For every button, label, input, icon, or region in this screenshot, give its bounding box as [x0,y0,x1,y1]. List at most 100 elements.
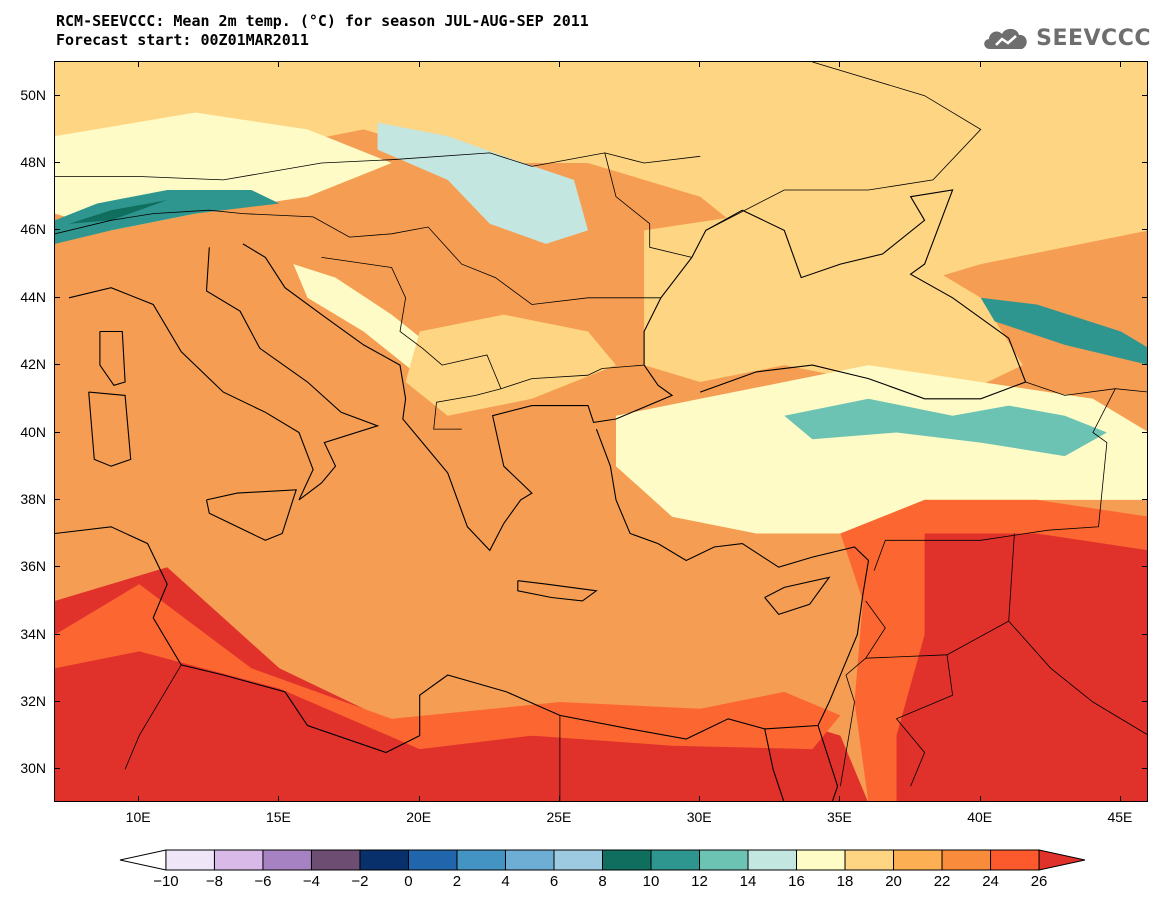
colorbar-label: 8 [598,873,607,890]
lon-tick-label: 20E [406,809,432,825]
colorbar-swatch [893,849,943,871]
border-11 [865,533,1015,659]
temp-region-anatolia-cold [784,398,1107,457]
title-line-2: Forecast start: 00Z01MAR2011 [56,31,309,49]
lat-tick-label: 30N [20,760,46,777]
coastline-italy [68,247,380,501]
border-13 [1008,620,1147,735]
coastline-sardinia [88,391,132,467]
coastline-sinai [764,725,839,801]
temp-region-north-warm [55,62,1147,298]
temperature-map [55,62,1147,801]
lat-tick [1142,94,1148,96]
colorbar-label: 22 [933,873,951,890]
lat-tick [1142,364,1148,366]
lon-tick [1119,61,1121,67]
lat-tick [54,498,60,500]
colorbar-swatch [165,849,215,871]
border-12 [895,654,954,787]
coastline-crete [517,580,598,602]
chart-title: RCM-SEEVCCC: Mean 2m temp. (°C) for seas… [56,12,589,50]
lat-tick [54,633,60,635]
border-15 [124,664,182,770]
temp-region-caucasus-cold [980,297,1147,365]
colorbar-label: 10 [642,873,660,890]
lon-tick [278,796,280,802]
lat-tick-label: 32N [20,692,46,709]
lon-tick [839,796,841,802]
seevccc-logo: SEEVCCC [980,22,1151,54]
coastline-corsica [99,330,126,386]
colorbar-swatch [699,849,749,871]
colorbar-swatch [359,849,409,871]
colorbar-label: 24 [982,873,999,890]
map-plot-area [54,61,1148,802]
border-10 [840,600,886,787]
temp-region-black-sea [644,213,1023,399]
border-2 [55,209,243,235]
colorbar-swatch [119,849,167,871]
lat-tick-label: 42N [20,356,46,373]
lat-tick [1142,229,1148,231]
colorbar-swatch [1038,849,1086,871]
lon-tick [558,796,560,802]
colorbar-label: 6 [549,873,559,890]
lat-tick-label: 38N [20,490,46,507]
logo-text: SEEVCCC [1036,25,1151,51]
title-line-1: RCM-SEEVCCC: Mean 2m temp. (°C) for seas… [56,12,589,30]
lat-tick [1142,633,1148,635]
border-8 [1025,381,1147,396]
colorbar-swatch [504,849,555,871]
colorbar-swatch [747,849,798,871]
colorbar-swatch [941,849,992,871]
lat-tick [1142,296,1148,298]
lat-tick [1142,768,1148,770]
lon-tick-label: 35E [826,809,852,825]
colorbar-swatch [262,849,312,871]
lat-tick [54,364,60,366]
colorbar-label: −6 [254,873,272,890]
colorbar-label: 26 [1030,873,1048,890]
colorbar-swatch [650,849,701,871]
lat-tick [54,566,60,568]
coastline-cyprus [764,576,831,616]
temp-region-africa-warm [55,584,841,750]
colorbar-label: 2 [452,873,462,890]
colorbar-swatch [844,849,895,871]
lat-tick [54,94,60,96]
lat-tick [54,162,60,164]
colorbar-label: −8 [205,873,223,890]
temp-region-alps-cold [55,190,280,244]
lat-tick [1142,498,1148,500]
colorbar-label: 12 [691,873,708,890]
border-3 [242,213,661,305]
colorbar-label: 14 [739,873,757,890]
border-7 [705,62,982,231]
lat-tick [54,296,60,298]
lon-tick [979,61,981,67]
temp-region-carpathian-cool [377,122,588,244]
colorbar-swatch [310,849,361,871]
lat-tick-label: 48N [20,154,46,171]
colorbar-label: 18 [836,873,854,890]
lat-tick [54,700,60,702]
lat-tick [1142,162,1148,164]
border-9 [873,388,1116,571]
colorbar-label: 4 [501,873,510,890]
lon-tick [1119,796,1121,802]
colorbar-swatch [796,849,846,871]
lon-tick-label: 30E [686,809,712,825]
lon-tick-label: 15E [265,809,291,825]
lon-tick-label: 45E [1107,809,1133,825]
lon-tick [418,796,420,802]
colorbar-swatch [990,849,1040,871]
temp-region-africa-hot [55,567,868,801]
colorbar-label: −2 [351,873,369,890]
lon-tick [138,796,140,802]
lat-tick [1142,700,1148,702]
lon-tick [699,796,701,802]
temp-region-alps-core [69,200,168,224]
lat-tick [54,229,60,231]
colorbar-label: 16 [788,873,805,890]
lon-tick [418,61,420,67]
